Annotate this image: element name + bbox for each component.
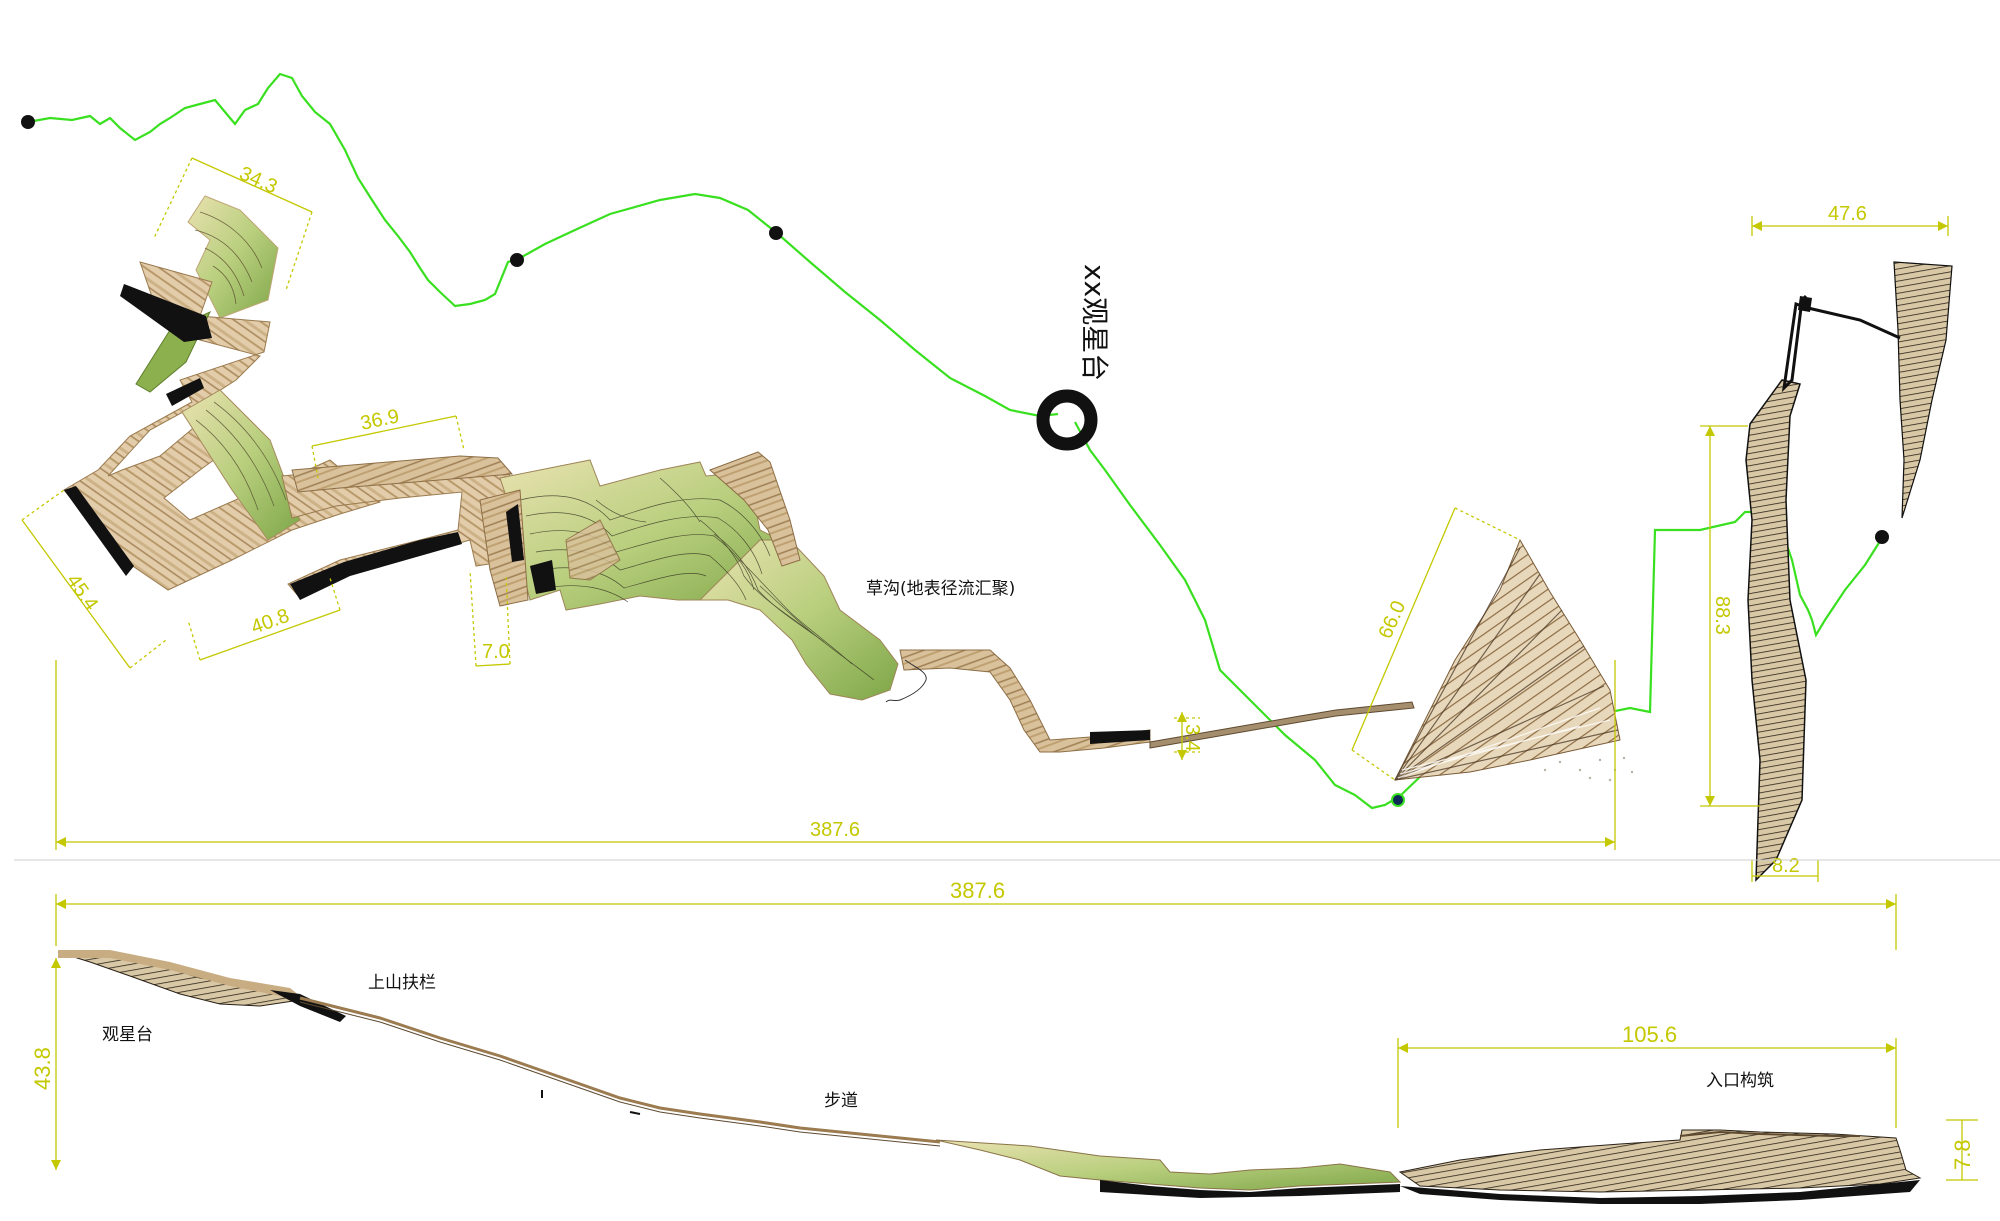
section-grass-valley: [935, 1139, 1402, 1191]
contour-lines: [519, 477, 875, 681]
dim-45-4: 45.4: [62, 570, 102, 615]
dim-40-8: 40.8: [248, 605, 292, 639]
observatory-deck-plan: [63, 195, 515, 600]
observatory-marker-icon: [1036, 389, 1098, 451]
section-profile: [57, 950, 1922, 1204]
deck-shadow-1: [120, 284, 212, 342]
elevation-tower-hatch: [1745, 379, 1807, 882]
dim-387-6-plan: 387.6: [810, 819, 860, 841]
label-observatory: 观星台: [102, 1025, 153, 1045]
waypoint-start-icon: [21, 115, 35, 129]
waypoint-2-icon: [510, 253, 524, 267]
dim-34-3: 34.3: [236, 162, 281, 198]
ditch-shadow-1: [506, 504, 524, 562]
deck-grass-ramp-2: [181, 389, 301, 541]
deck-shadow-3: [166, 378, 204, 406]
elevation-top-hatch: [1893, 261, 1953, 519]
dim-8-2: 8.2: [1772, 855, 1800, 877]
deck-shadow-2: [64, 486, 134, 576]
dim-3-4: 3.4: [1181, 724, 1203, 752]
deck-shadow-4: [290, 532, 462, 600]
bridge-plank-plan: [1149, 701, 1415, 749]
waypoint-3-icon: [769, 226, 783, 240]
trail-shadow-plan: [1090, 730, 1150, 744]
waypoint-end-icon: [1875, 530, 1889, 544]
side-elevation: [1745, 261, 1953, 882]
dim-7-0: 7.0: [482, 641, 510, 663]
dim-43-8: 43.8: [30, 1047, 55, 1090]
trail-wood-plan: [899, 649, 1151, 753]
dim-88-3: 88.3: [1711, 596, 1733, 635]
section-rail-black: [270, 990, 346, 1022]
elevation-profile-line: [1781, 294, 1901, 393]
label-grass-ditch: 草沟(地表径流汇聚): [866, 579, 1015, 599]
grass-ditch-plan: [479, 451, 1415, 753]
dim-36-9: 36.9: [358, 405, 401, 435]
section-observatory-deck: [57, 951, 302, 1007]
dim-47-6: 47.6: [1828, 203, 1867, 225]
section-entrance-structure: [1398, 1129, 1922, 1193]
dim-105-6: 105.6: [1622, 1022, 1677, 1047]
entrance-structure-plan: [1394, 538, 1634, 782]
section-dimensions: [55, 894, 1978, 1181]
section-deck-top: [58, 950, 300, 996]
section-trail-line: [299, 996, 941, 1144]
waypoint-entry-icon: [1391, 793, 1405, 807]
plan-dimensions: [21, 157, 1949, 882]
route-waypoints: [21, 115, 1889, 807]
label-trail: 步道: [824, 1091, 858, 1111]
plan-arrowheads: [56, 221, 1948, 847]
elevation-roof-block: [1798, 296, 1812, 312]
dim-66-0: 66.0: [1374, 598, 1410, 643]
dim-7-8: 7.8: [1950, 1139, 1975, 1170]
dim-387-6-section: 387.6: [950, 878, 1005, 903]
label-entrance: 入口构筑: [1706, 1071, 1774, 1091]
trail-edge-line: [885, 659, 927, 703]
ditch-wood-strip-2: [709, 451, 801, 567]
site-title: xx观星台: [1078, 264, 1111, 381]
deck-upper-arm: [291, 455, 514, 493]
section-arrowheads: [51, 899, 1896, 1170]
entrance-fan: [1394, 538, 1621, 781]
ditch-shadow-2: [530, 560, 556, 594]
ditch-wood-strip-3: [565, 519, 621, 581]
label-handrail: 上山扶栏: [368, 973, 436, 993]
